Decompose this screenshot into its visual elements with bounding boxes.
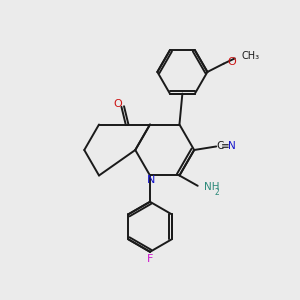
Text: CH₃: CH₃ xyxy=(241,51,260,61)
Text: N: N xyxy=(228,141,236,151)
Text: O: O xyxy=(113,99,122,109)
Text: 2: 2 xyxy=(214,188,219,197)
Text: N: N xyxy=(147,175,156,185)
Text: ≡: ≡ xyxy=(221,141,230,151)
Text: C: C xyxy=(216,141,224,151)
Text: NH: NH xyxy=(204,182,220,192)
Text: O: O xyxy=(227,57,236,67)
Text: F: F xyxy=(147,254,153,264)
